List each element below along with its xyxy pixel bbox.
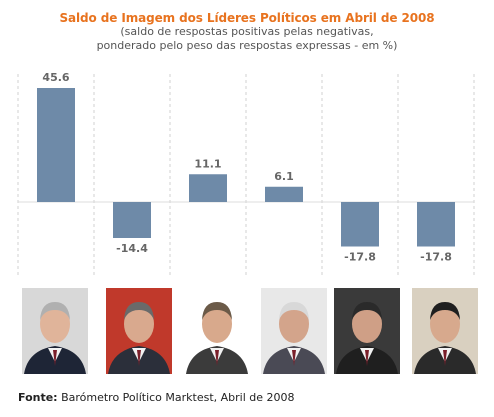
leader-4-photo: [261, 288, 327, 374]
bar-5: [341, 202, 379, 247]
source-text: Barómetro Político Marktest, Abril de 20…: [57, 391, 295, 404]
bar-chart: 45.6 -14.4 11.1 6.1 -17.8 -17.8: [17, 71, 475, 276]
bar-value-label: -17.8: [420, 251, 452, 264]
chart-subtitle: (saldo de respostas positivas pelas nega…: [0, 25, 494, 53]
bar-3: [189, 174, 227, 202]
source-note: Fonte: Barómetro Político Marktest, Abri…: [18, 391, 295, 404]
leader-6-photo: [412, 288, 478, 374]
bar-value-label: -14.4: [116, 242, 148, 255]
bar-value-label: 11.1: [194, 157, 221, 170]
subtitle-line-1: (saldo de respostas positivas pelas nega…: [120, 25, 374, 38]
leader-3-photo: [184, 288, 250, 374]
source-label: Fonte:: [18, 391, 58, 404]
subtitle-line-2: ponderado pelo peso das respostas expres…: [96, 39, 398, 52]
bar-value-label: 45.6: [42, 71, 69, 84]
bar-2: [113, 202, 151, 238]
bar-value-label: 6.1: [274, 170, 294, 183]
leader-5-photo: [334, 288, 400, 374]
bar-value-label: -17.8: [344, 251, 376, 264]
leader-2-photo: [106, 288, 172, 374]
bar-1: [37, 88, 75, 202]
bar-6: [417, 202, 455, 247]
leader-1-photo: [22, 288, 88, 374]
chart-title: Saldo de Imagem dos Líderes Políticos em…: [59, 11, 435, 25]
bar-4: [265, 186, 303, 202]
